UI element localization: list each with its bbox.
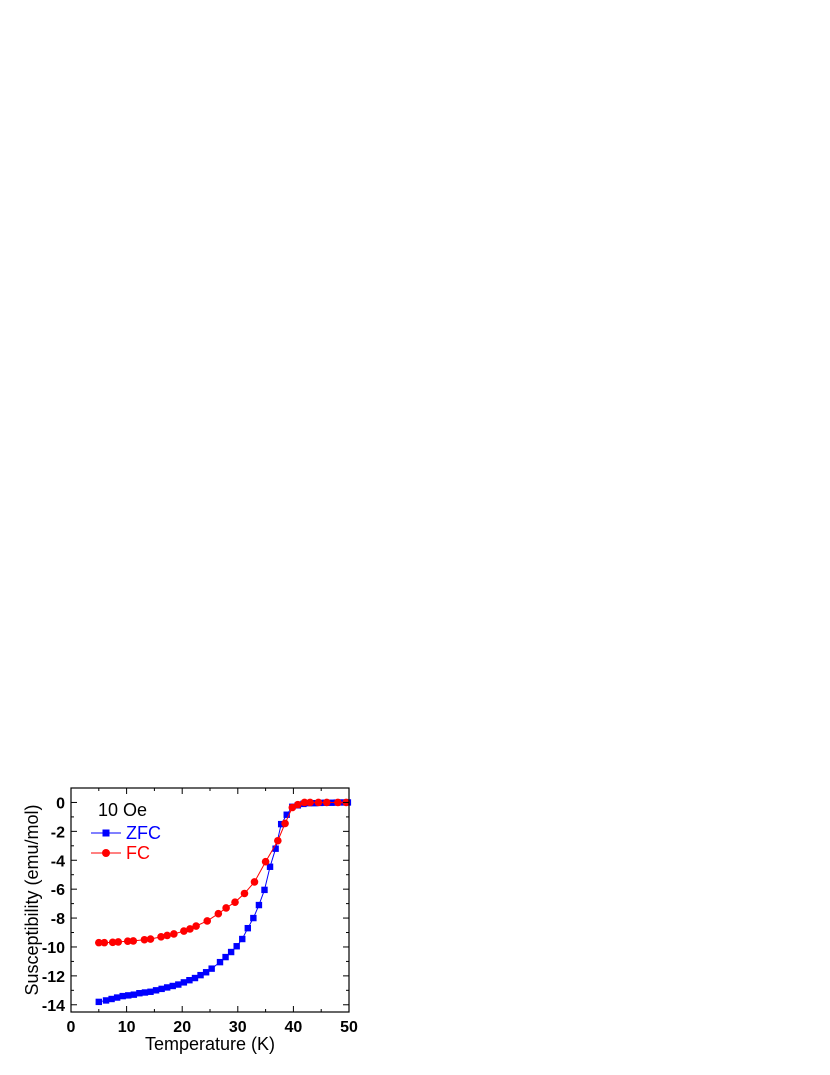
legend-label-zfc: ZFC xyxy=(126,823,161,843)
data-point xyxy=(314,798,323,807)
data-point xyxy=(334,798,342,807)
plot-area xyxy=(95,798,352,1006)
y-tick-label: 0 xyxy=(56,795,65,812)
data-point xyxy=(277,820,285,828)
data-point xyxy=(163,984,171,991)
y-tick-label: -6 xyxy=(51,882,65,899)
data-point xyxy=(274,836,282,845)
data-point xyxy=(192,922,200,930)
data-point xyxy=(180,927,188,935)
x-tick-label: 30 xyxy=(229,1019,247,1036)
data-point xyxy=(157,933,165,941)
x-tick-label: 50 xyxy=(340,1019,358,1036)
plot-frame xyxy=(70,787,350,1013)
data-point xyxy=(113,994,121,1001)
data-point xyxy=(281,819,289,828)
data-point xyxy=(169,982,176,990)
data-point xyxy=(95,998,102,1006)
data-point xyxy=(227,948,235,956)
x-axis-title: Temperature (K) xyxy=(145,1034,275,1054)
data-point xyxy=(250,914,257,922)
data-point xyxy=(108,938,117,947)
data-point xyxy=(191,974,199,982)
legend-label-fc: FC xyxy=(126,843,150,863)
legend: 10 Oe ZFC FC xyxy=(91,800,161,863)
data-point xyxy=(186,925,194,933)
x-tick-label: 20 xyxy=(173,1019,191,1036)
annotation-text: 10 Oe xyxy=(98,800,147,820)
data-point xyxy=(214,909,223,918)
data-point xyxy=(216,958,224,966)
data-point xyxy=(141,989,149,996)
data-point xyxy=(300,798,309,807)
y-tick-label: -4 xyxy=(51,853,65,870)
data-point xyxy=(125,992,132,999)
series-fc xyxy=(95,798,351,947)
data-point xyxy=(239,935,246,943)
data-point xyxy=(208,965,215,972)
data-point xyxy=(180,979,188,986)
legend-marker-zfc xyxy=(102,829,110,837)
x-tick-label: 0 xyxy=(67,1019,76,1036)
x-tick-label: 10 xyxy=(118,1019,136,1036)
x-tick-label: 40 xyxy=(285,1019,303,1036)
data-point xyxy=(130,991,138,998)
data-point xyxy=(233,943,240,950)
data-point xyxy=(261,886,268,894)
data-point xyxy=(102,997,110,1004)
data-point xyxy=(186,977,193,984)
data-point xyxy=(250,878,259,886)
data-point xyxy=(119,992,126,1000)
data-point xyxy=(255,901,263,909)
data-point xyxy=(231,898,239,906)
data-point xyxy=(129,937,138,945)
data-point xyxy=(240,889,249,898)
data-point xyxy=(197,971,204,979)
data-point xyxy=(95,938,103,947)
data-point xyxy=(283,811,290,818)
data-point xyxy=(322,798,331,807)
data-point xyxy=(306,798,314,807)
y-tick-label: -8 xyxy=(51,911,65,928)
data-point xyxy=(222,904,230,912)
legend-marker-fc xyxy=(102,849,110,857)
y-tick-label: -14 xyxy=(42,998,65,1015)
data-point xyxy=(203,917,212,925)
axes: 0 10 20 30 40 50 0 -2 -4 -6 -8 -10 -12 -14 xyxy=(42,787,358,1036)
data-point xyxy=(294,800,302,809)
data-point xyxy=(146,935,155,943)
data-point xyxy=(202,969,210,976)
data-point xyxy=(140,935,149,944)
data-point xyxy=(175,981,182,988)
y-axis-title: Susceptibility (emu/mol) xyxy=(22,804,42,995)
data-point xyxy=(272,845,279,852)
data-point xyxy=(222,953,229,961)
data-point xyxy=(108,995,115,1003)
data-point xyxy=(261,857,270,866)
y-tick-label: -12 xyxy=(42,969,65,986)
data-point xyxy=(244,924,252,932)
data-point xyxy=(158,985,165,993)
data-point xyxy=(311,799,318,807)
data-point xyxy=(266,863,274,870)
data-point xyxy=(147,988,154,995)
data-point xyxy=(170,930,178,938)
data-point xyxy=(136,990,143,997)
data-point xyxy=(123,937,132,945)
data-point xyxy=(100,938,109,947)
y-tick-label: -10 xyxy=(42,940,65,957)
data-point xyxy=(163,931,171,940)
y-tick-label: -2 xyxy=(51,824,65,841)
data-point xyxy=(114,938,123,946)
data-point xyxy=(152,987,160,994)
